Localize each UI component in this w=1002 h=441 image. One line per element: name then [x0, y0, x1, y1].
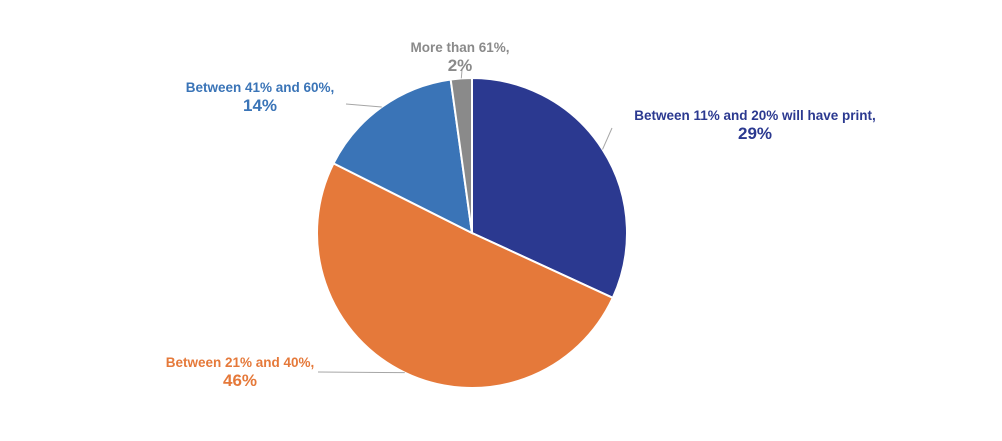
- slice-label-21-40-percent: 46%: [222, 370, 258, 390]
- slice-label-41-60-category: Between 41% and 60%,: [185, 80, 335, 95]
- slice-label-11-20: Between 11% and 20% will have print, 29%: [610, 108, 900, 143]
- slice-label-21-40: Between 21% and 40%, 46%: [140, 355, 340, 390]
- leader-line-21-40: [317, 371, 405, 374]
- slice-21-40: [316, 162, 615, 389]
- slice-label-61-plus: More than 61%, 2%: [385, 40, 535, 75]
- slice-label-61-plus-category: More than 61%,: [410, 40, 510, 55]
- leader-line-11-20: [602, 127, 613, 150]
- leader-line-61-plus: [460, 69, 463, 79]
- slice-label-11-20-percent: 29%: [737, 123, 773, 143]
- slice-label-11-20-category: Between 11% and 20% will have print,: [634, 108, 876, 123]
- slice-label-21-40-category: Between 21% and 40%,: [165, 355, 315, 370]
- slice-label-61-plus-percent: 2%: [447, 55, 473, 75]
- slice-label-41-60: Between 41% and 60%, 14%: [160, 80, 360, 115]
- leader-line-41-60: [345, 103, 382, 108]
- slice-label-41-60-percent: 14%: [242, 95, 278, 115]
- slice-11-20: [471, 76, 628, 300]
- slice-41-60: [332, 78, 474, 235]
